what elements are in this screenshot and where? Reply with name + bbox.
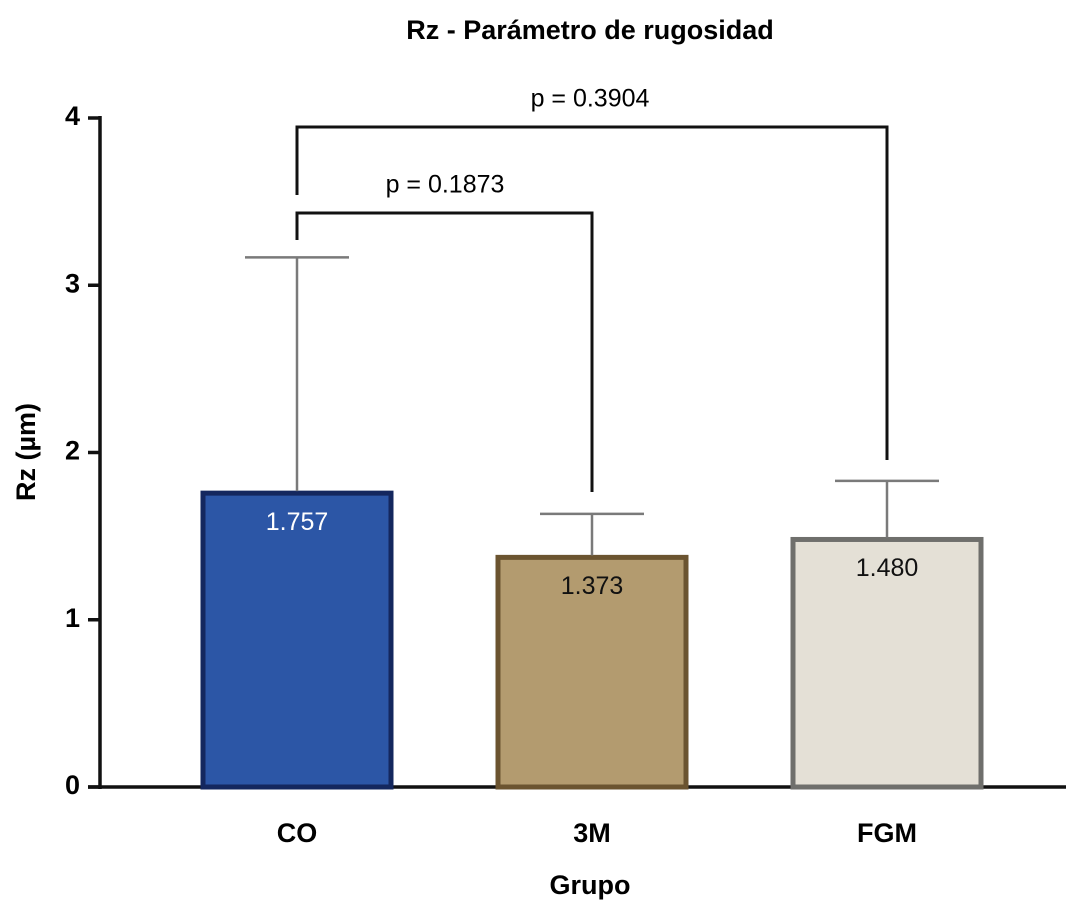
error-bar bbox=[540, 512, 644, 556]
y-tick-label: 3 bbox=[65, 268, 80, 298]
x-axis-label: Grupo bbox=[550, 870, 631, 900]
value-label: 1.373 bbox=[561, 572, 624, 600]
error-bar bbox=[245, 256, 349, 492]
value-label: 1.757 bbox=[266, 508, 329, 536]
y-tick-label: 0 bbox=[65, 770, 80, 800]
bar bbox=[495, 554, 689, 790]
error-bar bbox=[835, 479, 939, 538]
p-value: p = 0.1873 bbox=[386, 171, 505, 199]
y-tick-label: 1 bbox=[65, 603, 80, 633]
chart-title: Rz - Parámetro de rugosidad bbox=[406, 15, 774, 45]
x-tick-label: CO bbox=[277, 818, 318, 848]
x-tick-label: 3M bbox=[573, 818, 611, 848]
significance-bracket bbox=[295, 211, 594, 492]
value-label: 1.480 bbox=[856, 554, 919, 582]
x-tick-label: FGM bbox=[857, 818, 917, 848]
bar bbox=[790, 536, 984, 790]
bar bbox=[200, 490, 394, 790]
significance-bracket bbox=[295, 125, 889, 460]
y-tick-label: 4 bbox=[65, 101, 80, 131]
y-axis-label: Rz (µm) bbox=[11, 403, 41, 501]
p-value: p = 0.3904 bbox=[531, 85, 650, 113]
y-tick-label: 2 bbox=[65, 436, 80, 466]
